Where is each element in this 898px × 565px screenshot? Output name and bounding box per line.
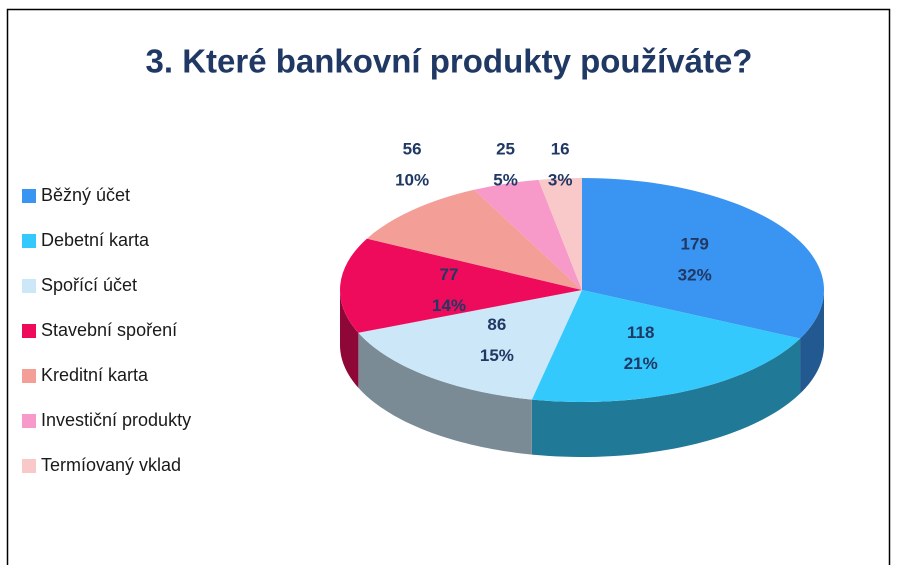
legend-swatch bbox=[22, 324, 36, 338]
legend-label: Termíovaný vklad bbox=[41, 455, 181, 475]
data-label: 77 bbox=[440, 265, 459, 284]
slice bbox=[531, 290, 801, 402]
legend-label: Stavební spoření bbox=[41, 320, 177, 340]
slice-side bbox=[800, 290, 824, 394]
slice bbox=[538, 178, 582, 290]
slice bbox=[366, 189, 582, 290]
legend-swatch bbox=[22, 189, 36, 203]
legend-swatch bbox=[22, 279, 36, 293]
legend-swatch bbox=[22, 369, 36, 383]
slice bbox=[358, 290, 582, 400]
legend-label: Debetní karta bbox=[41, 230, 150, 250]
legend-swatch bbox=[22, 414, 36, 428]
legend-label: Běžný účet bbox=[41, 185, 130, 205]
data-label: 179 bbox=[680, 235, 708, 254]
chart-title: 3. Které bankovní produkty používáte? bbox=[146, 43, 753, 80]
data-label: 10% bbox=[395, 170, 429, 189]
slice-side bbox=[340, 290, 359, 388]
data-label: 21% bbox=[624, 354, 658, 373]
data-label: 16 bbox=[551, 139, 570, 158]
slice-side bbox=[358, 332, 532, 455]
data-label: 56 bbox=[403, 139, 422, 158]
legend-label: Kreditní karta bbox=[41, 365, 149, 385]
slice bbox=[340, 238, 582, 333]
legend-label: Spořící účet bbox=[41, 275, 137, 295]
data-label: 5% bbox=[493, 170, 518, 189]
legend-swatch bbox=[22, 459, 36, 473]
data-label: 86 bbox=[487, 315, 506, 334]
legend-label: Investiční produkty bbox=[41, 410, 191, 430]
data-label: 3% bbox=[548, 170, 573, 189]
slice bbox=[582, 178, 824, 339]
data-label: 32% bbox=[678, 266, 712, 285]
slice bbox=[474, 179, 582, 290]
data-label: 118 bbox=[627, 323, 654, 342]
data-label: 25 bbox=[496, 139, 515, 158]
data-label: 14% bbox=[432, 296, 466, 315]
data-label: 15% bbox=[480, 346, 514, 365]
slice-side bbox=[531, 338, 801, 457]
legend-swatch bbox=[22, 234, 36, 248]
